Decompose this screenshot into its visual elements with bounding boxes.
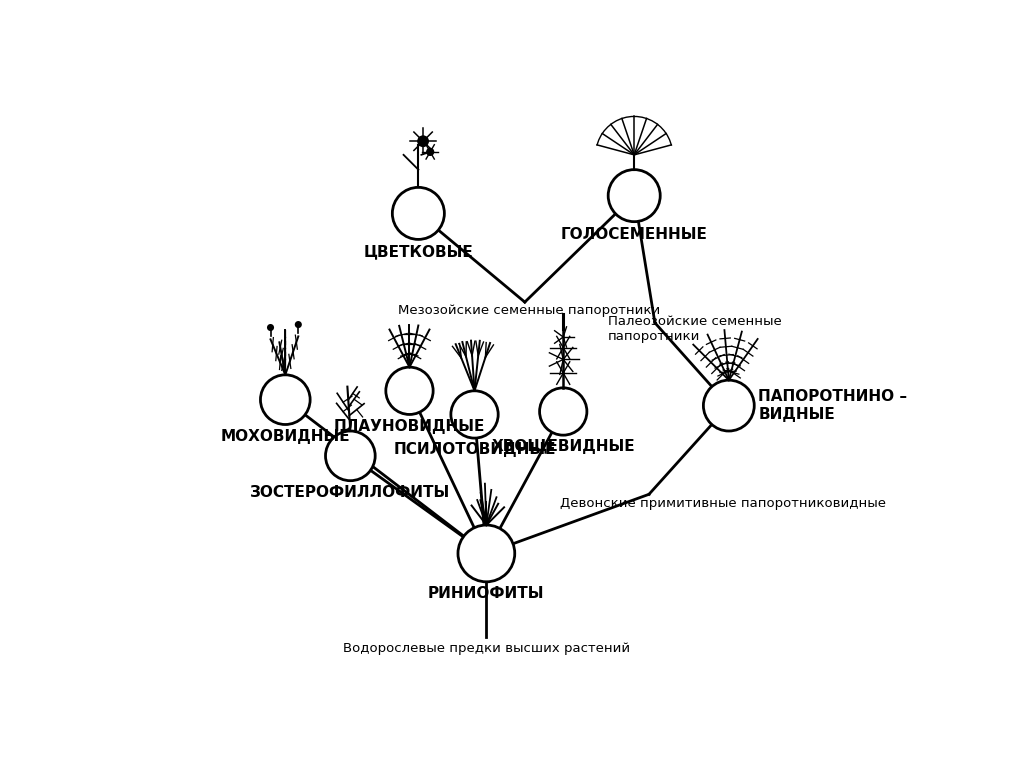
Circle shape xyxy=(260,375,310,425)
Text: Палеозойские семенные
папоротники: Палеозойские семенные папоротники xyxy=(607,315,781,343)
Circle shape xyxy=(458,525,515,582)
Text: Водорослевые предки высших растений: Водорослевые предки высших растений xyxy=(343,641,630,654)
Text: ЦВЕТКОВЫЕ: ЦВЕТКОВЫЕ xyxy=(364,245,473,260)
Circle shape xyxy=(417,135,429,147)
Text: ПСИЛОТОВИДНЫЕ: ПСИЛОТОВИДНЫЕ xyxy=(393,442,556,457)
Circle shape xyxy=(386,367,433,415)
Circle shape xyxy=(295,321,302,328)
Circle shape xyxy=(326,431,375,481)
Text: РИНИОФИТЫ: РИНИОФИТЫ xyxy=(428,586,545,601)
Circle shape xyxy=(540,388,587,435)
Text: ПЛАУНОВИДНЫЕ: ПЛАУНОВИДНЫЕ xyxy=(334,419,485,434)
Text: Мезозойские семенные папоротники: Мезозойские семенные папоротники xyxy=(397,304,659,317)
Circle shape xyxy=(608,170,660,222)
Text: ГОЛОСЕМЕННЫЕ: ГОЛОСЕМЕННЫЕ xyxy=(561,227,708,242)
Circle shape xyxy=(392,187,444,240)
Text: ЗОСТЕРОФИЛЛОФИТЫ: ЗОСТЕРОФИЛЛОФИТЫ xyxy=(250,485,451,501)
Text: ХВОЩЕВИДНЫЕ: ХВОЩЕВИДНЫЕ xyxy=(492,439,635,455)
Text: ПАПОРОТНИНО –
ВИДНЫЕ: ПАПОРОТНИНО – ВИДНЫЕ xyxy=(759,389,907,422)
Text: МОХОВИДНЫЕ: МОХОВИДНЫЕ xyxy=(220,429,350,444)
Circle shape xyxy=(451,391,499,438)
Circle shape xyxy=(703,380,755,431)
Circle shape xyxy=(267,324,274,331)
Text: Девонские примитивные папоротниковидные: Девонские примитивные папоротниковидные xyxy=(560,497,887,510)
Circle shape xyxy=(426,147,434,156)
